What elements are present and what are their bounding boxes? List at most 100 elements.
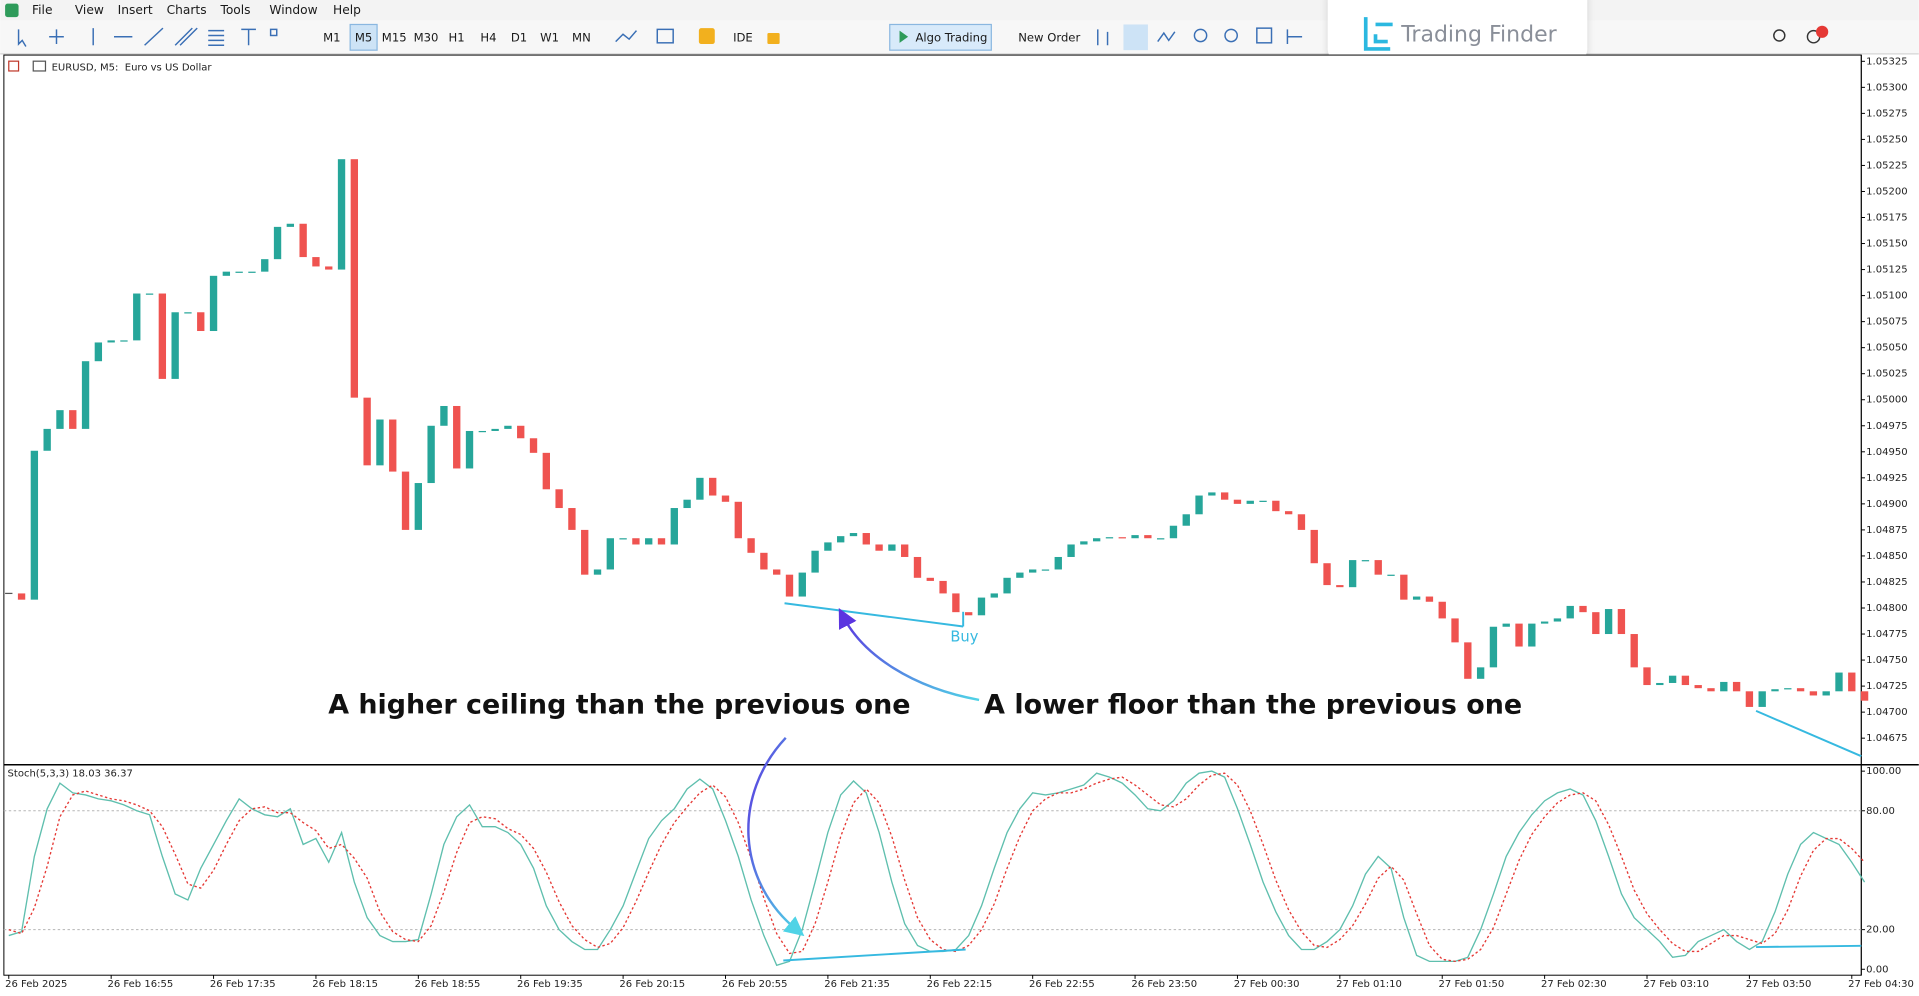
candle-body [709, 477, 717, 496]
candle-body [376, 419, 384, 466]
line-chart-icon[interactable] [1157, 31, 1176, 43]
template-icon[interactable] [656, 28, 674, 44]
chart-type-icon[interactable] [615, 30, 638, 43]
candle-body [1540, 621, 1549, 624]
drawings [747, 602, 1862, 962]
y-tick-label: 1.04875 [1866, 525, 1907, 536]
candle-body [1656, 682, 1664, 686]
candle-body [926, 577, 934, 581]
candle-body [1720, 681, 1728, 692]
annotation: A lower floor than the previous one [984, 690, 1522, 721]
symbol-icon [8, 60, 20, 72]
candle-body [645, 538, 653, 545]
candle-body [145, 293, 154, 295]
candle-body [837, 536, 845, 543]
x-tick-label: 26 Feb 18:55 [415, 979, 481, 990]
candle-body [990, 593, 998, 598]
candle-body [1323, 563, 1331, 586]
ide-button[interactable]: IDE [733, 30, 753, 44]
grid-icon[interactable] [1256, 27, 1273, 44]
candle-body [1822, 691, 1830, 696]
market-icon[interactable] [698, 28, 715, 45]
menu-item[interactable]: Charts [167, 3, 207, 17]
candle-body [555, 489, 563, 509]
candle-body [491, 428, 499, 431]
stoch-trendline [1756, 944, 1862, 949]
cursor-icon[interactable] [17, 29, 27, 47]
menu-item[interactable]: Window [269, 3, 317, 17]
active-chart-type [1123, 24, 1148, 51]
menu-item[interactable]: File [32, 3, 52, 17]
crosshair-icon[interactable] [49, 29, 64, 45]
candle-body [209, 275, 218, 332]
zoom-out-icon[interactable] [1224, 28, 1238, 43]
candle-body [683, 499, 691, 509]
channel-icon[interactable] [174, 27, 198, 46]
candle-body [273, 226, 282, 260]
candle-body [1233, 499, 1242, 504]
search-icon[interactable] [1773, 29, 1786, 42]
plot: 1.05325 1.05300 1.05275 1.05250 1.05225 1.052… [3, 56, 1914, 990]
candle-body [670, 508, 678, 545]
candle-body [1630, 634, 1638, 668]
x-tick-label: 26 Feb 21:35 [824, 979, 890, 990]
menu-item[interactable]: Tools [219, 3, 250, 17]
chart-title: EURUSD, M5: Euro vs US Dollar [52, 62, 213, 73]
toolbar-buttons: M1 M5 M15 M30 H1 H4 D1 W1 MN IDE Algo Trading New O… [323, 30, 1080, 44]
timeframe-button[interactable]: W1 [540, 30, 559, 44]
menu-item[interactable]: Insert [118, 3, 153, 17]
candle-body [1016, 572, 1024, 578]
menu-item[interactable]: Help [333, 3, 361, 17]
chart-frame [3, 54, 1862, 976]
new-order-button[interactable]: New Order [1018, 30, 1080, 44]
timeframe-button[interactable]: D1 [511, 30, 527, 44]
text-icon[interactable] [241, 28, 256, 46]
candle-body [1208, 492, 1216, 496]
candle-body [427, 425, 435, 484]
candle-body [913, 556, 922, 578]
candle-body [94, 342, 103, 362]
candle-body [632, 538, 640, 545]
timeframe-button[interactable]: M5 [355, 30, 372, 44]
y-tick-label: 20.00 [1866, 925, 1895, 936]
timeframe-button[interactable]: H1 [449, 30, 465, 44]
timeframe-button[interactable]: MN [572, 30, 591, 44]
candle-body [1425, 596, 1434, 602]
candle-body [440, 405, 448, 426]
y-tick-label: 1.05100 [1866, 291, 1907, 302]
fibo-icon[interactable] [208, 29, 225, 47]
candle-body [1259, 500, 1267, 502]
candle-body [1041, 569, 1050, 571]
candle-body [504, 425, 512, 429]
y-tick-label: 1.04800 [1866, 603, 1907, 614]
lock-icon[interactable] [767, 33, 780, 45]
candle-body [363, 397, 371, 466]
timeframe-button[interactable]: M15 [382, 30, 407, 44]
shapes-icon[interactable] [269, 28, 278, 37]
timeframe-button[interactable]: M1 [323, 30, 340, 44]
autoscroll-icon[interactable] [1286, 29, 1303, 45]
candle-body [30, 450, 39, 600]
candle-body [1374, 560, 1382, 575]
notification-badge [1816, 25, 1829, 38]
zoom-in-icon[interactable] [1193, 28, 1208, 43]
timeframe-button[interactable]: H4 [480, 30, 496, 44]
candle-body [197, 312, 205, 332]
candle-body [1796, 688, 1805, 692]
y-tick-label: 1.04675 [1866, 733, 1907, 744]
bars-icon[interactable] [1097, 29, 1109, 46]
candle-body [1336, 585, 1344, 588]
menu-item[interactable]: View [75, 3, 104, 17]
candle-body [939, 580, 947, 594]
candle-body [1246, 500, 1254, 504]
stoch-trendline [783, 948, 966, 962]
algo-trading-label[interactable]: Algo Trading [915, 30, 987, 44]
trendline-icon[interactable] [144, 27, 164, 46]
timeframe-button[interactable]: M30 [414, 30, 439, 44]
candle-body [977, 597, 986, 616]
app-icon [5, 3, 19, 18]
y-tick-label: 1.05050 [1866, 343, 1907, 354]
candle-body [1054, 556, 1062, 570]
candle-body [875, 544, 883, 551]
candle-body [1156, 538, 1165, 540]
